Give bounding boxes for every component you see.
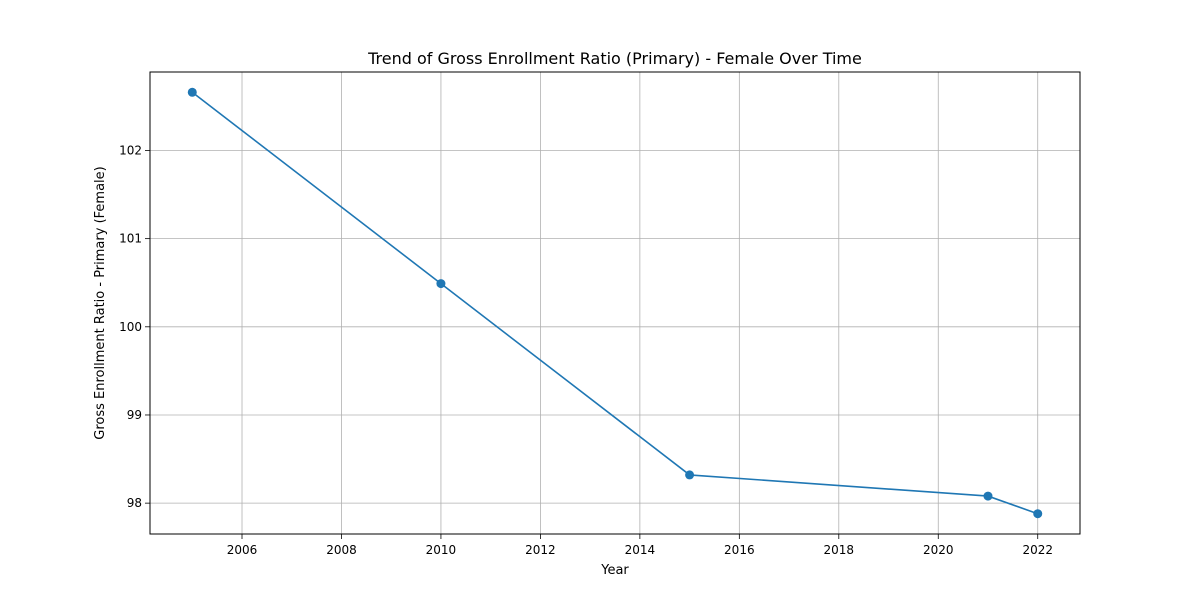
data-point (187, 87, 197, 97)
x-axis-ticks: 2006 2008 2010 2012 2014 2016 2018 2020 2022 (227, 534, 1053, 557)
x-tick-label: 2010 (426, 543, 457, 557)
x-tick-label: 2006 (227, 543, 258, 557)
y-tick-label: 99 (127, 408, 142, 422)
y-tick-label: 101 (119, 232, 142, 246)
x-tick-label: 2014 (625, 543, 656, 557)
series-layer (187, 87, 1043, 519)
axes-frame (149, 71, 1081, 535)
x-tick-label: 2022 (1022, 543, 1053, 557)
x-tick-label: 2020 (923, 543, 954, 557)
y-axis-label: Gross Enrollment Ratio - Primary (Female… (93, 166, 108, 439)
y-axis-ticks: 98 99 100 101 102 (119, 143, 150, 510)
data-point (1033, 509, 1043, 519)
x-tick-label: 2016 (724, 543, 755, 557)
data-point (983, 491, 993, 501)
plot-area-border (149, 71, 1081, 535)
y-tick-label: 98 (127, 496, 142, 510)
x-tick-label: 2012 (525, 543, 556, 557)
x-tick-label: 2018 (824, 543, 855, 557)
x-axis-label: Year (600, 563, 629, 578)
x-tick-label: 2008 (326, 543, 357, 557)
data-point (685, 470, 695, 480)
y-tick-label: 100 (119, 320, 142, 334)
grid (150, 72, 1080, 534)
chart-title: Trend of Gross Enrollment Ratio (Primary… (367, 49, 862, 68)
data-point (436, 279, 446, 289)
y-tick-label: 102 (119, 143, 142, 157)
